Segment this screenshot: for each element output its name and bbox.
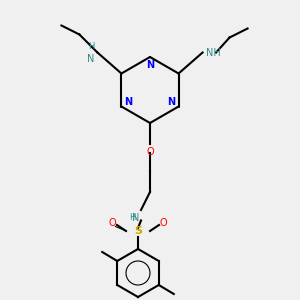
Text: O: O (109, 218, 116, 229)
Text: NH: NH (206, 47, 220, 58)
Text: H: H (129, 213, 135, 222)
Text: N: N (124, 98, 133, 107)
Text: N: N (167, 98, 175, 107)
Text: N: N (132, 213, 140, 223)
Text: S: S (134, 226, 142, 236)
Text: O: O (160, 218, 167, 229)
Text: N: N (87, 54, 94, 64)
Text: O: O (146, 147, 154, 157)
Text: N: N (146, 60, 154, 70)
Text: H: H (88, 42, 94, 51)
